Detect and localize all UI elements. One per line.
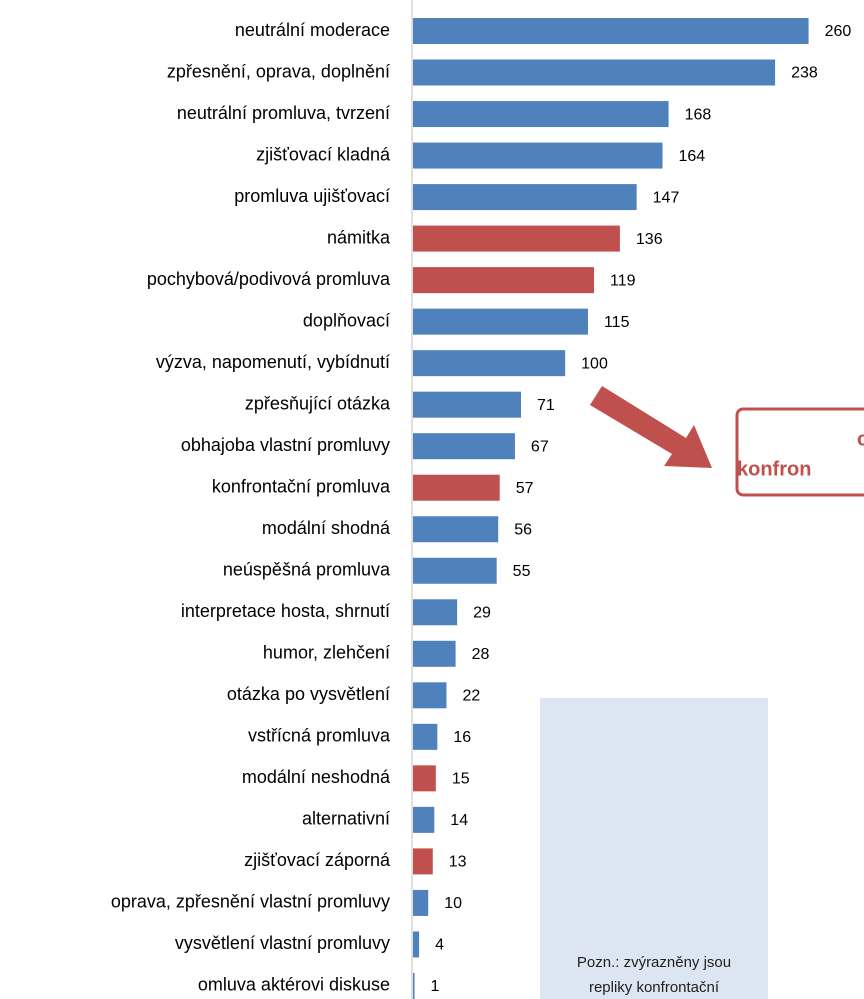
category-label: interpretace hosta, shrnutí xyxy=(181,601,390,621)
value-label: 14 xyxy=(450,812,468,829)
value-label: 15 xyxy=(452,771,470,788)
category-label: námitka xyxy=(327,227,391,247)
value-label: 71 xyxy=(537,397,555,414)
value-label: 238 xyxy=(791,65,818,82)
bar xyxy=(413,474,500,501)
category-label: výzva, napomenutí, vybídnutí xyxy=(156,352,390,372)
arrow xyxy=(590,386,712,468)
value-label: 29 xyxy=(473,604,491,621)
category-label: doplňovací xyxy=(303,310,390,330)
bar xyxy=(413,516,499,543)
value-label: 57 xyxy=(516,480,534,497)
value-label: 28 xyxy=(472,646,490,663)
value-label: 16 xyxy=(453,729,471,746)
bar xyxy=(413,225,620,252)
category-label: modální shodná xyxy=(262,518,391,538)
value-label: 22 xyxy=(462,688,480,705)
category-label: oprava, zpřesnění vlastní promluvy xyxy=(111,892,390,912)
note-box xyxy=(540,698,768,999)
value-label: 1 xyxy=(431,978,440,995)
bar xyxy=(413,806,435,833)
bar xyxy=(413,765,436,792)
value-label: 147 xyxy=(653,189,680,206)
value-label: 260 xyxy=(825,23,852,40)
bar xyxy=(413,18,809,44)
bar xyxy=(413,267,595,294)
value-label: 100 xyxy=(581,355,608,372)
bar xyxy=(413,889,429,916)
category-label: alternativní xyxy=(302,809,390,829)
bar xyxy=(413,848,433,875)
bar xyxy=(413,184,637,211)
category-label: zjišťovací kladná xyxy=(256,144,391,164)
category-label: modální neshodná xyxy=(242,767,391,787)
callout-text: konfron xyxy=(737,458,811,480)
value-label: 10 xyxy=(444,895,462,912)
value-label: 55 xyxy=(513,563,531,580)
category-label: vysvětlení vlastní promluvy xyxy=(175,933,390,953)
value-label: 164 xyxy=(679,148,706,165)
bar xyxy=(413,682,447,709)
category-label: promluva ujišťovací xyxy=(234,186,390,206)
bar xyxy=(413,599,458,626)
value-label: 119 xyxy=(610,272,636,289)
bar xyxy=(413,142,663,169)
category-label: konfrontační promluva xyxy=(212,476,391,496)
category-label: obhajoba vlastní promluvy xyxy=(181,435,390,455)
bar xyxy=(413,557,497,584)
value-label: 13 xyxy=(449,854,467,871)
bar xyxy=(413,59,776,86)
category-label: neutrální promluva, tvrzení xyxy=(177,103,390,123)
category-label: neutrální moderace xyxy=(235,20,390,40)
bar xyxy=(413,640,456,667)
category-label: omluva aktérovi diskuse xyxy=(198,975,390,995)
category-label: humor, zlehčení xyxy=(263,643,390,663)
value-label: 4 xyxy=(435,937,444,954)
bar xyxy=(413,723,438,750)
value-label: 56 xyxy=(514,521,532,538)
callout-box xyxy=(735,407,864,497)
category-label: vstřícná promluva xyxy=(248,726,391,746)
value-label: 168 xyxy=(685,106,712,123)
category-label: neúspěšná promluva xyxy=(223,560,391,580)
bar xyxy=(413,350,566,377)
category-label: zpřesňující otázka xyxy=(245,393,391,413)
value-label: 136 xyxy=(636,231,663,248)
bar xyxy=(413,972,415,999)
bar xyxy=(413,931,420,958)
category-label: pochybová/podivová promluva xyxy=(147,269,391,289)
category-label: otázka po vysvětlení xyxy=(227,684,390,704)
value-label: 67 xyxy=(531,438,549,455)
bar xyxy=(413,433,515,460)
category-label: zjišťovací záporná xyxy=(244,850,391,870)
category-label: zpřesnění, oprava, doplnění xyxy=(167,61,390,81)
value-label: 115 xyxy=(604,314,630,331)
bar xyxy=(413,391,522,418)
bar xyxy=(413,308,588,335)
bar xyxy=(413,101,669,128)
callout-text: c xyxy=(857,428,864,450)
note-text: repliky konfrontační xyxy=(589,979,720,996)
note-text: Pozn.: zvýrazněny jsou xyxy=(577,954,731,971)
